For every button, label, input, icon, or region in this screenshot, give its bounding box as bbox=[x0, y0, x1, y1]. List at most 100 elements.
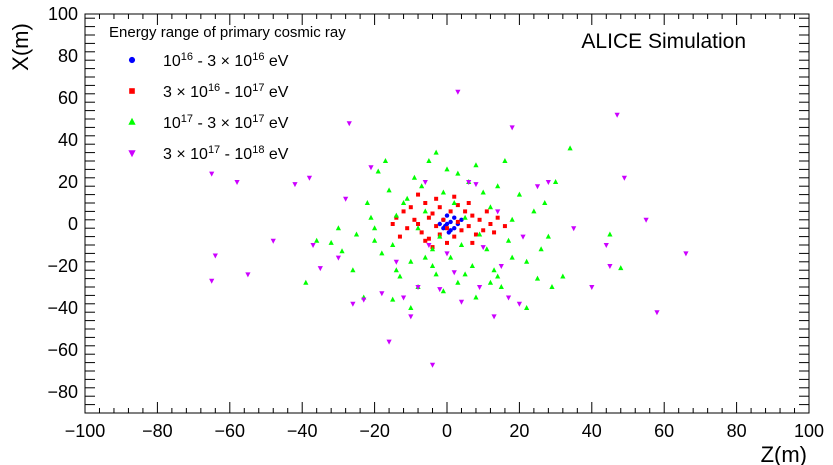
series-3-point bbox=[433, 149, 439, 155]
series-4-point bbox=[621, 175, 627, 181]
series-2-point bbox=[484, 209, 489, 214]
series-2-point bbox=[445, 240, 449, 245]
series-3-point bbox=[476, 231, 483, 237]
series-3-point bbox=[422, 208, 428, 214]
y-tick-label: −80 bbox=[47, 382, 78, 402]
series-4-point bbox=[361, 297, 367, 303]
series-3-point bbox=[314, 237, 320, 243]
y-axis-label: X(m) bbox=[8, 23, 33, 71]
series-3-point bbox=[350, 267, 356, 273]
series-4-point bbox=[429, 362, 436, 368]
series-3-point bbox=[440, 288, 446, 294]
series-2-point bbox=[459, 228, 464, 233]
series-3-point bbox=[440, 189, 446, 195]
series-2-point bbox=[448, 209, 453, 214]
series-2-point bbox=[452, 234, 457, 239]
series-4-point bbox=[643, 217, 649, 223]
series-4-point bbox=[317, 266, 323, 272]
series-3-point bbox=[375, 168, 381, 174]
series-4-point bbox=[451, 270, 457, 276]
series-3-point bbox=[429, 246, 436, 252]
y-tick-label: 60 bbox=[58, 88, 78, 108]
series-2-point bbox=[426, 236, 431, 241]
series-3-point bbox=[567, 145, 573, 151]
series-4-point bbox=[495, 209, 501, 215]
series-4-point bbox=[476, 285, 483, 290]
series-2-point bbox=[502, 224, 507, 229]
series-3-point bbox=[411, 174, 418, 180]
legend-entry: 1016 - 3 × 1016 eV bbox=[128, 51, 289, 70]
series-2-point bbox=[455, 219, 460, 224]
y-tick-label: 0 bbox=[68, 214, 78, 234]
x-tick-label: 60 bbox=[654, 421, 674, 441]
legend: Energy range of primary cosmic ray 1016 … bbox=[109, 24, 346, 163]
legend-marker bbox=[128, 150, 136, 158]
series-3-point bbox=[368, 214, 374, 220]
series-3-point bbox=[487, 279, 494, 285]
series-4-point bbox=[607, 264, 613, 269]
series-4-point bbox=[509, 125, 515, 131]
series-2-point bbox=[390, 222, 395, 226]
series-4-point bbox=[444, 251, 450, 257]
series-3-point bbox=[390, 242, 396, 247]
series-4-point bbox=[209, 171, 215, 177]
series-2-point bbox=[423, 238, 428, 243]
series-3-point bbox=[382, 158, 389, 163]
series-2-point bbox=[405, 226, 410, 231]
series-3-point bbox=[429, 263, 436, 268]
series-4-point bbox=[603, 243, 609, 248]
series-2-point bbox=[412, 217, 417, 222]
x-tick-label: 100 bbox=[794, 421, 824, 441]
y-tick-label: 40 bbox=[58, 130, 78, 150]
series-3-point bbox=[549, 284, 555, 289]
x-tick-label: 0 bbox=[442, 421, 452, 441]
series-3-point bbox=[491, 267, 497, 273]
x-tick-label: −20 bbox=[359, 421, 390, 441]
series-3-point bbox=[462, 271, 468, 277]
series-1-point bbox=[459, 217, 464, 222]
series-2-point bbox=[434, 224, 439, 229]
series-3-point bbox=[484, 246, 490, 252]
series-3-point bbox=[473, 294, 479, 300]
series-2-point bbox=[495, 215, 500, 220]
x-axis-label: Z(m) bbox=[761, 442, 807, 465]
series-3-point bbox=[303, 279, 309, 285]
axis-ticks bbox=[84, 14, 810, 414]
series-3 bbox=[303, 145, 624, 310]
series-3-point bbox=[607, 231, 613, 237]
x-tick-label: −40 bbox=[287, 421, 318, 441]
series-3-point bbox=[419, 183, 425, 189]
series-3-point bbox=[339, 248, 345, 254]
x-tick-label: −60 bbox=[215, 421, 246, 441]
series-4-point bbox=[234, 180, 240, 185]
series-4-point bbox=[505, 295, 512, 301]
series-3-point bbox=[473, 162, 479, 168]
series-2-point bbox=[401, 209, 406, 214]
series-3-point bbox=[502, 158, 508, 163]
y-tick-label: −40 bbox=[47, 298, 78, 318]
tick-labels: −100 −80 −60 −40 −20 0 20 40 60 80 100 −80 −60 −40 −20… bbox=[47, 4, 824, 441]
series-3-point bbox=[390, 296, 396, 302]
series-2-point bbox=[470, 240, 475, 245]
series-4-point bbox=[480, 245, 486, 251]
series-3-point bbox=[397, 273, 403, 279]
series-4-point bbox=[473, 182, 479, 188]
series-2-point bbox=[437, 205, 442, 210]
series-3-point bbox=[415, 225, 421, 231]
series-2-point bbox=[452, 194, 457, 199]
legend-entry: 3 × 1017 - 1018 eV bbox=[128, 144, 289, 163]
series-3-point bbox=[509, 254, 515, 260]
series-3-point bbox=[408, 305, 414, 310]
series-2-point bbox=[419, 230, 424, 235]
series-4-point bbox=[292, 182, 298, 188]
series-4-point bbox=[491, 314, 497, 320]
series-2-point bbox=[394, 215, 399, 220]
series-2-point bbox=[434, 196, 439, 201]
series-4-point bbox=[386, 339, 392, 345]
legend-label: 1016 - 3 × 1016 eV bbox=[163, 51, 289, 70]
series-2-point bbox=[416, 222, 421, 226]
series-3-point bbox=[495, 183, 501, 189]
series-2-point bbox=[463, 209, 468, 214]
series-4-point bbox=[212, 253, 218, 259]
